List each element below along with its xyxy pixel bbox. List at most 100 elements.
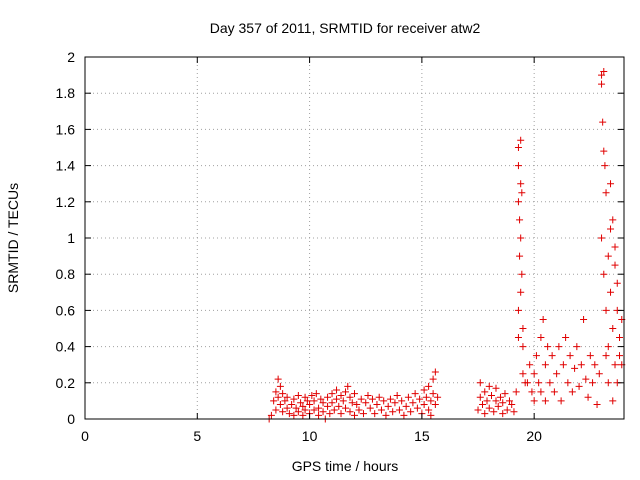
data-point [607, 225, 615, 233]
data-point [366, 404, 374, 412]
data-point [274, 375, 282, 383]
data-point [404, 393, 412, 401]
data-point [548, 352, 556, 360]
data-point [279, 390, 287, 398]
data-point [391, 399, 399, 407]
data-point [389, 408, 397, 416]
y-tick-label: 0.2 [56, 375, 76, 391]
data-point [429, 390, 437, 398]
data-point [604, 379, 612, 387]
data-point [290, 395, 298, 403]
data-point [375, 393, 383, 401]
data-point [609, 216, 617, 224]
data-point [555, 343, 563, 351]
data-points [265, 67, 626, 423]
data-point [348, 399, 356, 407]
data-point [544, 343, 552, 351]
data-point [582, 375, 590, 383]
data-point [514, 334, 522, 342]
data-point [324, 402, 332, 410]
data-point [283, 393, 291, 401]
y-tick-label: 1.6 [56, 121, 76, 137]
data-point [573, 343, 581, 351]
data-point [368, 395, 376, 403]
data-point [434, 393, 442, 401]
data-point [571, 364, 579, 372]
data-point [407, 408, 415, 416]
data-point [535, 379, 543, 387]
data-point [598, 234, 606, 242]
data-point [364, 391, 372, 399]
data-point [501, 390, 509, 398]
data-point [359, 410, 367, 418]
data-point [362, 399, 370, 407]
data-point [276, 382, 284, 390]
x-axis-label: GPS time / hours [292, 458, 399, 474]
data-point [344, 382, 352, 390]
data-point [616, 352, 624, 360]
data-point [532, 352, 540, 360]
data-point [604, 252, 612, 260]
data-point [494, 402, 502, 410]
y-tick-label: 0.8 [56, 266, 76, 282]
data-point [600, 147, 608, 155]
data-point [427, 411, 435, 419]
data-point [562, 334, 570, 342]
data-point [310, 397, 318, 405]
data-point [330, 406, 338, 414]
data-point [398, 397, 406, 405]
data-point [487, 391, 495, 399]
y-tick-label: 1.2 [56, 194, 76, 210]
data-point [598, 71, 606, 79]
data-point [517, 136, 525, 144]
data-point [425, 382, 433, 390]
data-point [546, 379, 554, 387]
data-point [508, 401, 516, 409]
data-point [420, 401, 428, 409]
y-tick-labels: 0 0.2 0.4 0.6 0.8 1 1.2 1.4 1.6 1.8 2 [56, 49, 76, 427]
data-point [272, 388, 280, 396]
data-point [539, 315, 547, 323]
data-point [514, 162, 522, 170]
data-point [476, 379, 484, 387]
data-point [516, 252, 524, 260]
data-point [283, 404, 291, 412]
data-point [335, 402, 343, 410]
data-point [377, 406, 385, 414]
data-point [559, 361, 567, 369]
data-point [272, 406, 280, 414]
x-tick-labels: 0 5 10 15 20 [81, 428, 542, 444]
data-point [514, 306, 522, 314]
data-point [324, 393, 332, 401]
data-point [607, 180, 615, 188]
data-point [580, 315, 588, 323]
data-point [611, 361, 619, 369]
x-tick-label: 0 [81, 428, 89, 444]
data-point [294, 408, 302, 416]
data-point [395, 406, 403, 414]
data-point [333, 386, 341, 394]
data-point [496, 393, 504, 401]
data-point [315, 411, 323, 419]
x-tick-label: 10 [302, 428, 318, 444]
data-point [601, 162, 609, 170]
data-point [537, 334, 545, 342]
data-point [602, 352, 610, 360]
data-point [490, 408, 498, 416]
y-tick-label: 1.4 [56, 158, 76, 174]
data-point [479, 401, 487, 409]
data-point [474, 406, 482, 414]
data-point [429, 375, 437, 383]
data-point [557, 397, 565, 405]
data-point [400, 411, 408, 419]
data-point [602, 189, 610, 197]
data-point [589, 379, 597, 387]
data-point [328, 399, 336, 407]
data-point [530, 397, 538, 405]
data-point [299, 402, 307, 410]
data-point [431, 368, 439, 376]
data-point [537, 388, 545, 396]
data-point [492, 397, 500, 405]
y-tick-label: 1 [67, 230, 75, 246]
